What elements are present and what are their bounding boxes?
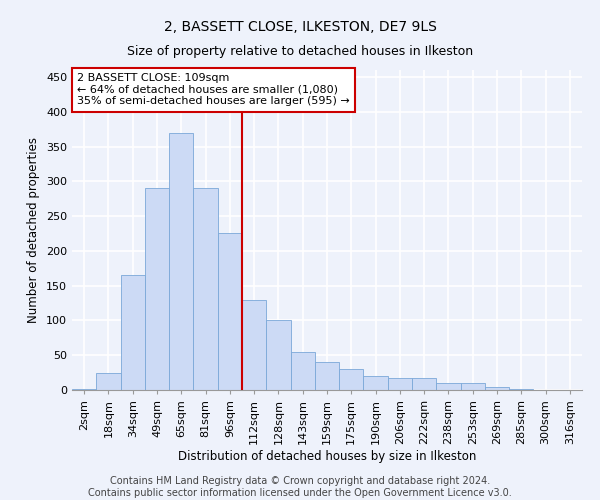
- Text: 2 BASSETT CLOSE: 109sqm
← 64% of detached houses are smaller (1,080)
35% of semi: 2 BASSETT CLOSE: 109sqm ← 64% of detache…: [77, 73, 350, 106]
- Bar: [388, 378, 412, 390]
- Bar: [72, 388, 96, 390]
- Bar: [315, 362, 339, 390]
- Text: 2, BASSETT CLOSE, ILKESTON, DE7 9LS: 2, BASSETT CLOSE, ILKESTON, DE7 9LS: [164, 20, 436, 34]
- Bar: [266, 320, 290, 390]
- Bar: [218, 234, 242, 390]
- Bar: [290, 352, 315, 390]
- X-axis label: Distribution of detached houses by size in Ilkeston: Distribution of detached houses by size …: [178, 450, 476, 462]
- Bar: [121, 275, 145, 390]
- Y-axis label: Number of detached properties: Number of detached properties: [28, 137, 40, 323]
- Bar: [436, 383, 461, 390]
- Bar: [412, 378, 436, 390]
- Bar: [169, 132, 193, 390]
- Bar: [242, 300, 266, 390]
- Text: Contains HM Land Registry data © Crown copyright and database right 2024.
Contai: Contains HM Land Registry data © Crown c…: [88, 476, 512, 498]
- Bar: [461, 383, 485, 390]
- Bar: [96, 372, 121, 390]
- Bar: [339, 369, 364, 390]
- Text: Size of property relative to detached houses in Ilkeston: Size of property relative to detached ho…: [127, 45, 473, 58]
- Bar: [193, 188, 218, 390]
- Bar: [509, 388, 533, 390]
- Bar: [485, 386, 509, 390]
- Bar: [145, 188, 169, 390]
- Bar: [364, 376, 388, 390]
